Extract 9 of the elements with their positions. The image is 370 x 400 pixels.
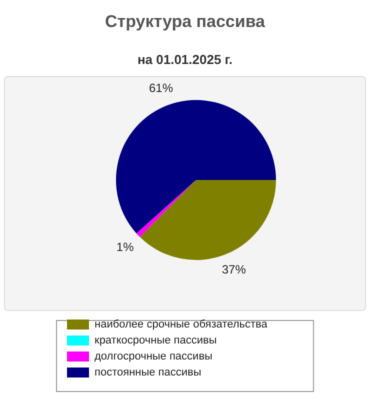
chart-title: Структура пассива (104, 12, 266, 32)
data-label: 37% (222, 262, 246, 277)
data-label: 61% (149, 80, 174, 95)
data-label: 1% (116, 240, 134, 254)
legend-label: постоянные пассивы (94, 366, 202, 379)
chart-subtitle: на 01.01.2025 г. (136, 52, 234, 67)
legend-label: долгосрочные пассивы (94, 350, 213, 363)
legend-label: наиболее срочные обязательства (94, 318, 268, 331)
legend-label: краткосрочные пассивы (94, 334, 217, 347)
